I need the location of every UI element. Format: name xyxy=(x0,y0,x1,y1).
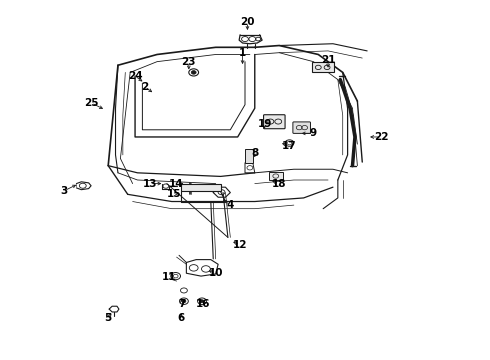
Text: 3: 3 xyxy=(61,186,68,196)
Text: 24: 24 xyxy=(128,71,143,81)
Text: 18: 18 xyxy=(272,179,287,189)
Text: 20: 20 xyxy=(240,17,255,27)
Bar xyxy=(313,62,334,72)
Bar xyxy=(245,149,253,163)
Text: 7: 7 xyxy=(178,299,185,309)
Text: 21: 21 xyxy=(321,55,335,65)
Text: 6: 6 xyxy=(178,313,185,323)
Text: 23: 23 xyxy=(182,57,196,67)
Text: 17: 17 xyxy=(282,141,296,151)
FancyBboxPatch shape xyxy=(264,115,285,129)
Text: 2: 2 xyxy=(141,82,148,92)
Text: 1: 1 xyxy=(239,48,246,58)
Text: 5: 5 xyxy=(104,313,112,323)
Circle shape xyxy=(200,300,204,303)
Circle shape xyxy=(182,300,186,303)
FancyBboxPatch shape xyxy=(293,122,311,134)
Text: 12: 12 xyxy=(233,239,247,249)
Text: 14: 14 xyxy=(169,179,184,189)
Text: 19: 19 xyxy=(257,120,272,129)
Bar xyxy=(181,184,221,192)
Text: 11: 11 xyxy=(162,272,176,282)
FancyBboxPatch shape xyxy=(270,172,283,180)
Text: 4: 4 xyxy=(227,200,234,210)
Text: 9: 9 xyxy=(310,129,317,138)
Text: 22: 22 xyxy=(374,132,389,142)
Text: 13: 13 xyxy=(143,179,157,189)
Text: 8: 8 xyxy=(251,148,258,158)
Circle shape xyxy=(191,71,196,74)
Text: 25: 25 xyxy=(84,98,98,108)
Text: 16: 16 xyxy=(196,299,211,309)
Text: 15: 15 xyxy=(167,189,181,199)
Text: 10: 10 xyxy=(208,268,223,278)
